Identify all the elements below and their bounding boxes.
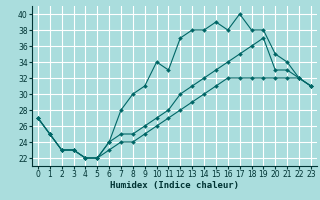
X-axis label: Humidex (Indice chaleur): Humidex (Indice chaleur)	[110, 181, 239, 190]
